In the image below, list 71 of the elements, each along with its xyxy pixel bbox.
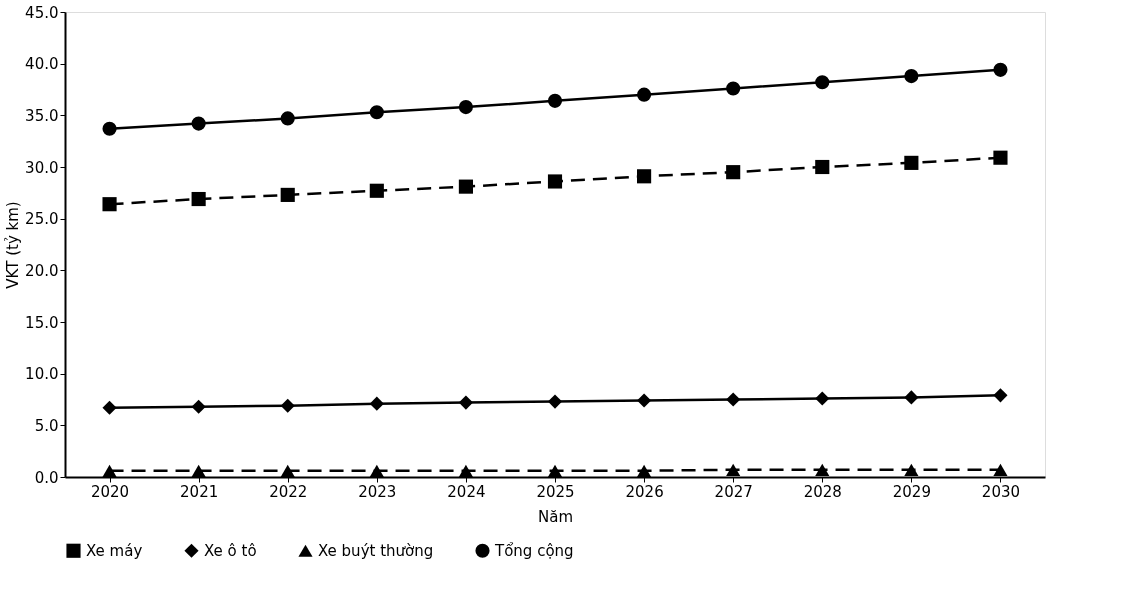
- point: [458, 179, 473, 194]
- y-tick-label: 45.0: [25, 3, 59, 22]
- legend-label: Xe buýt thường: [318, 541, 434, 560]
- x-tick-label: 2024: [447, 482, 486, 501]
- y-tick-label: 35.0: [25, 106, 59, 125]
- point: [904, 69, 919, 84]
- x-tick-label: 2025: [536, 482, 575, 501]
- point: [726, 463, 741, 476]
- point: [815, 159, 830, 175]
- y-axis-title: VKT (tỷ km): [4, 201, 23, 289]
- point: [369, 464, 384, 477]
- point: [726, 81, 741, 96]
- x-tick-label: 2020: [90, 482, 130, 501]
- y-tick-label: 15.0: [25, 313, 59, 332]
- point: [637, 464, 652, 477]
- legend-label: Xe máy: [86, 541, 143, 560]
- point: [993, 463, 1008, 476]
- x-tick-label: 2023: [358, 482, 397, 501]
- x-tick-label: 2030: [981, 482, 1021, 501]
- point: [280, 398, 295, 413]
- x-axis-title: Năm: [537, 507, 574, 526]
- point: [904, 463, 919, 476]
- point: [815, 463, 830, 476]
- point: [547, 93, 563, 108]
- x-tick-label: 2026: [625, 482, 664, 501]
- y-tick-label: 0.0: [34, 468, 59, 487]
- point: [904, 390, 919, 405]
- point: [904, 155, 919, 170]
- point: [547, 464, 563, 477]
- point: [191, 116, 206, 131]
- point: [458, 464, 473, 477]
- y-tick-label: 40.0: [25, 55, 59, 74]
- point: [102, 121, 117, 136]
- point: [191, 399, 206, 414]
- point: [637, 393, 652, 408]
- point: [547, 174, 563, 189]
- x-tick-label: 2022: [269, 482, 308, 501]
- point: [726, 392, 741, 407]
- point: [993, 62, 1008, 77]
- y-tick-label: 5.0: [34, 416, 59, 435]
- x-tick-label: 2021: [180, 482, 219, 501]
- x-tick-label: 2029: [892, 482, 931, 501]
- point: [815, 75, 830, 90]
- point: [280, 187, 295, 202]
- y-tick-label: 10.0: [25, 365, 59, 384]
- point: [637, 87, 652, 102]
- point: [102, 400, 117, 415]
- point: [280, 464, 295, 477]
- point: [993, 150, 1008, 165]
- point: [369, 396, 384, 411]
- legend-label: Tổng cộng: [494, 541, 574, 560]
- y-tick-label: 25.0: [25, 210, 59, 229]
- point: [102, 197, 117, 212]
- point: [993, 388, 1008, 403]
- legend-label: Xe ô tô: [204, 541, 257, 560]
- point: [547, 394, 563, 409]
- y-tick-label: 20.0: [25, 261, 59, 280]
- point: [815, 391, 830, 406]
- x-tick-label: 2028: [803, 482, 842, 501]
- point: [458, 100, 473, 115]
- x-tick-label: 2027: [714, 482, 753, 501]
- point: [102, 464, 117, 477]
- point: [637, 169, 652, 184]
- point: [369, 183, 384, 198]
- point: [369, 105, 384, 120]
- point: [191, 191, 206, 207]
- y-tick-label: 30.0: [25, 158, 59, 177]
- point: [726, 165, 741, 180]
- point: [191, 464, 206, 477]
- point: [280, 111, 295, 126]
- point: [458, 395, 473, 410]
